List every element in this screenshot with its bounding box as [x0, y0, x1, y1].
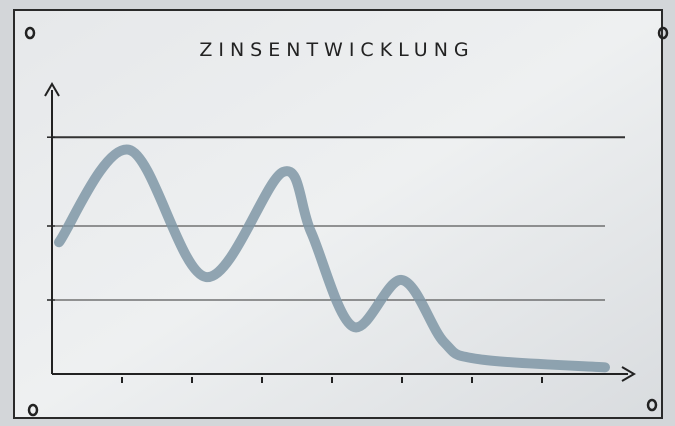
line: [54, 144, 610, 373]
corner-marks: [24, 26, 669, 417]
chart-title: ZINSENTWICKLUNG: [199, 39, 474, 61]
paper: [13, 9, 663, 419]
